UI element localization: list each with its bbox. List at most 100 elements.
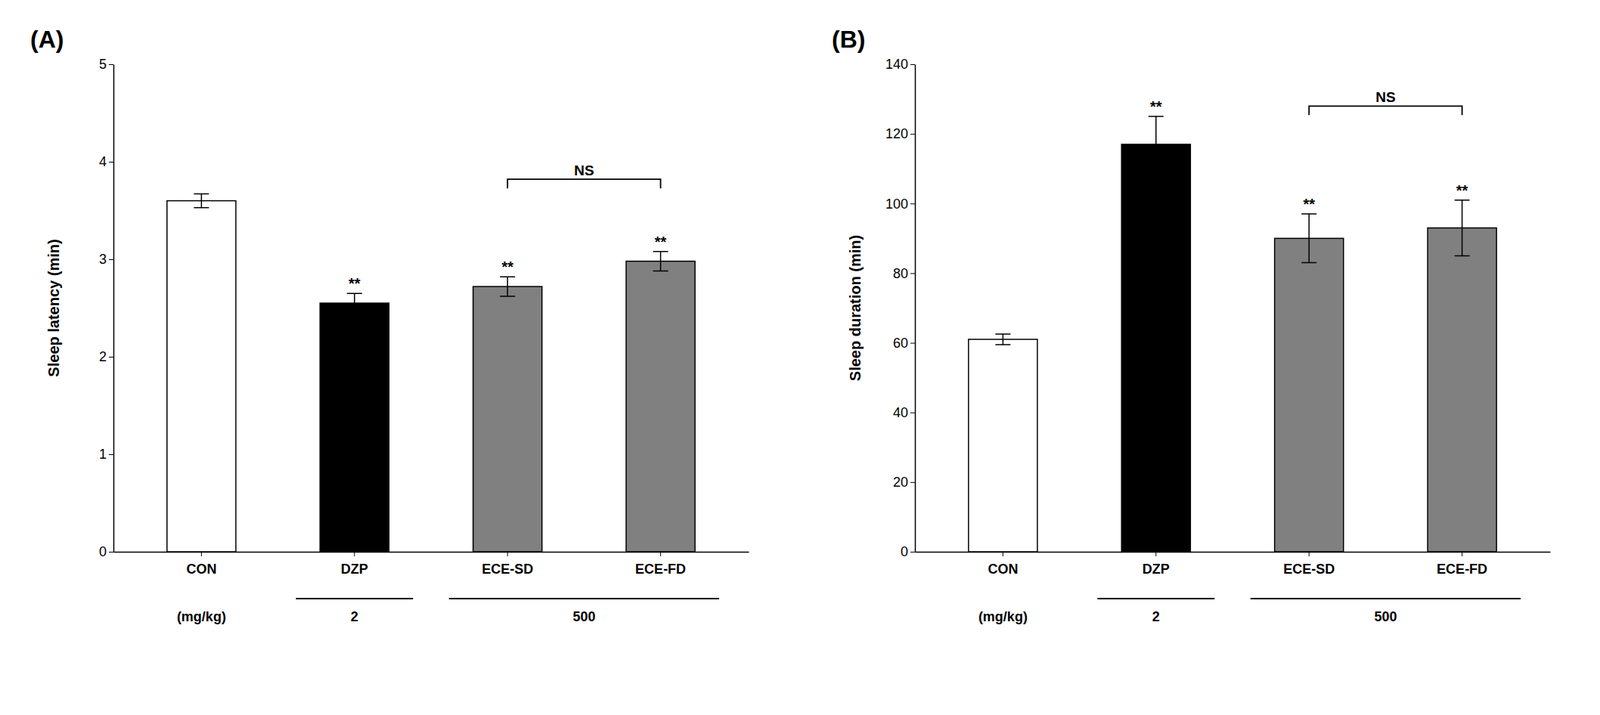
x-tick-label: DZP [1142, 561, 1170, 577]
y-tick: 80 [893, 266, 915, 282]
error-bar [499, 276, 515, 297]
y-tick: 40 [893, 405, 915, 421]
error-bar [995, 334, 1011, 345]
y-tick: 5 [99, 56, 114, 72]
x-tick: ECE-FD [1436, 551, 1488, 577]
x-tick-label: ECE-FD [1436, 561, 1488, 577]
bar [1121, 144, 1191, 552]
significance-label: ** [1456, 182, 1469, 199]
dose-group-line [1097, 598, 1215, 600]
dose-group-line [1250, 598, 1521, 600]
bar [473, 286, 543, 552]
panel: 0 20 40 60 80 100 120 140 CON DZP ECE-SD ECE-FD NS **… [831, 25, 1551, 625]
error-bar [1148, 116, 1164, 173]
x-axis-label: (mg/kg) [176, 609, 227, 625]
bar [1274, 238, 1344, 552]
y-tick-mark [108, 454, 114, 456]
y-tick-mark [108, 161, 114, 163]
y-tick-label: 0 [99, 544, 107, 560]
y-tick-mark [910, 133, 915, 135]
dose-label: 2 [350, 609, 359, 625]
chart-figure: 0 1 2 3 4 5 CON DZP ECE-SD ECE-FD NS ** ** ** 2 500 (mg/… [0, 0, 1600, 715]
y-tick-mark [910, 412, 915, 414]
y-axis-line [113, 65, 115, 553]
y-tick: 1 [99, 446, 114, 463]
panel-title: (A) [30, 25, 64, 53]
ns-bracket [507, 179, 661, 189]
y-tick-mark [910, 482, 915, 484]
x-tick: CON [186, 551, 217, 577]
significance-label: ** [1302, 195, 1315, 213]
x-tick-label: CON [186, 561, 217, 577]
error-bar [193, 194, 209, 208]
y-tick-label: 120 [885, 126, 909, 142]
y-tick-label: 20 [893, 474, 909, 490]
bar [968, 339, 1038, 552]
x-tick: ECE-SD [1283, 551, 1335, 577]
x-tick-label: ECE-SD [481, 561, 534, 577]
significance-label: ** [1150, 98, 1163, 115]
y-tick-label: 100 [885, 196, 909, 212]
x-tick-mark [201, 551, 202, 557]
y-tick-label: 3 [99, 251, 107, 267]
bar [319, 303, 389, 552]
y-tick-mark [910, 64, 915, 66]
y-tick-mark [108, 551, 114, 553]
x-axis-label: (mg/kg) [978, 609, 1028, 625]
x-tick-label: ECE-FD [635, 561, 686, 577]
y-tick: 0 [99, 544, 114, 560]
y-tick: 60 [893, 335, 915, 351]
x-tick-mark [660, 551, 661, 557]
x-axis: CON DZP ECE-SD ECE-FD [915, 551, 1551, 577]
x-tick: CON [987, 551, 1018, 577]
y-tick-label: 40 [893, 405, 909, 421]
annotations: NS ** ** ** 2 500 (mg/kg) Sleep duration (min) (… [831, 25, 1521, 625]
x-axis: CON DZP ECE-SD ECE-FD [114, 551, 750, 577]
y-tick: 0 [900, 544, 915, 560]
error-bar [653, 251, 669, 272]
ns-label: NS [1375, 89, 1396, 106]
y-tick: 3 [99, 251, 114, 267]
x-tick-mark [1461, 551, 1463, 557]
y-tick-label: 2 [99, 349, 107, 365]
y-tick-label: 80 [893, 266, 909, 282]
y-tick: 4 [99, 154, 114, 170]
bar [167, 201, 236, 552]
dose-label: 500 [1373, 609, 1397, 625]
y-tick-mark [910, 551, 915, 553]
dose-label: 2 [1152, 609, 1160, 625]
error-bar [347, 293, 363, 314]
y-tick-mark [910, 203, 915, 205]
y-tick: 120 [885, 126, 915, 142]
dose-group-line [295, 598, 413, 600]
marks [968, 105, 1497, 552]
x-tick: DZP [341, 551, 369, 577]
significance-label: ** [348, 275, 361, 292]
y-axis-line [914, 65, 917, 553]
bar [1427, 228, 1497, 552]
panel-title: (B) [831, 25, 866, 53]
x-tick-label: DZP [341, 561, 369, 577]
y-tick: 100 [885, 196, 915, 212]
x-tick-mark [1308, 551, 1310, 557]
x-tick-mark [1155, 551, 1157, 557]
annotations: NS******2500(mg/kg)Sleep latency (min)(A… [30, 25, 720, 625]
x-tick-label: ECE-SD [1283, 561, 1335, 577]
panel: 012345CONDZPECE-SDECE-FDNS******2500(mg/… [30, 25, 750, 625]
y-tick: 140 [885, 56, 915, 72]
y-tick-mark [910, 272, 915, 274]
y-tick-label: 140 [885, 56, 909, 72]
x-tick: ECE-SD [481, 551, 534, 577]
ns-label: NS [573, 162, 594, 179]
y-axis-label: Sleep duration (min) [846, 235, 864, 382]
y-tick-mark [108, 356, 114, 358]
x-tick-mark [353, 551, 355, 557]
marks [167, 179, 695, 552]
ns-bracket [1308, 105, 1462, 115]
x-tick-mark [1002, 551, 1004, 557]
x-tick: ECE-FD [635, 551, 686, 577]
y-tick: 20 [893, 474, 915, 490]
y-tick: 2 [99, 349, 114, 365]
x-tick-mark [507, 551, 509, 557]
y-tick-label: 0 [900, 544, 909, 560]
